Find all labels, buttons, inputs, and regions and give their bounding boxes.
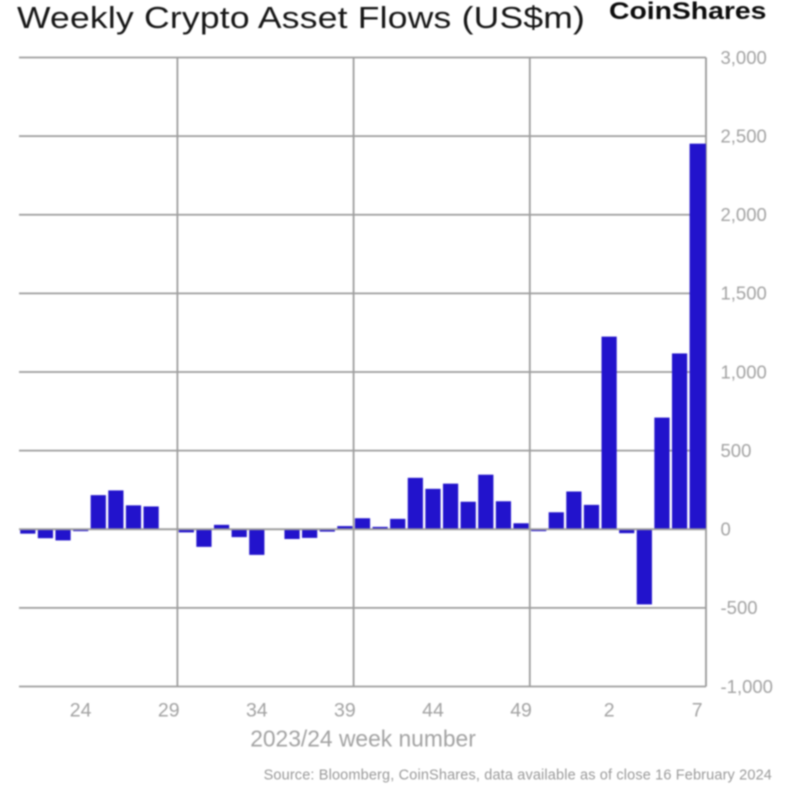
svg-text:7: 7 [692, 700, 703, 722]
svg-text:44: 44 [422, 700, 444, 722]
svg-text:-1,000: -1,000 [721, 676, 773, 697]
svg-text:3,000: 3,000 [721, 47, 767, 68]
svg-text:500: 500 [721, 440, 752, 461]
svg-text:0: 0 [721, 519, 731, 540]
svg-text:1,000: 1,000 [721, 361, 767, 382]
svg-text:49: 49 [510, 700, 532, 722]
svg-text:2: 2 [604, 700, 615, 722]
svg-text:Source: Bloomberg, CoinShares,: Source: Bloomberg, CoinShares, data avai… [264, 768, 772, 784]
svg-text:24: 24 [70, 700, 92, 722]
svg-text:34: 34 [246, 700, 268, 722]
svg-text:39: 39 [334, 700, 356, 722]
svg-text:2,000: 2,000 [721, 204, 767, 225]
svg-text:-500: -500 [721, 597, 758, 618]
svg-text:2023/24 week number: 2023/24 week number [250, 726, 476, 752]
svg-text:2,500: 2,500 [721, 125, 767, 146]
svg-text:1,500: 1,500 [721, 283, 767, 304]
svg-text:29: 29 [158, 700, 180, 722]
